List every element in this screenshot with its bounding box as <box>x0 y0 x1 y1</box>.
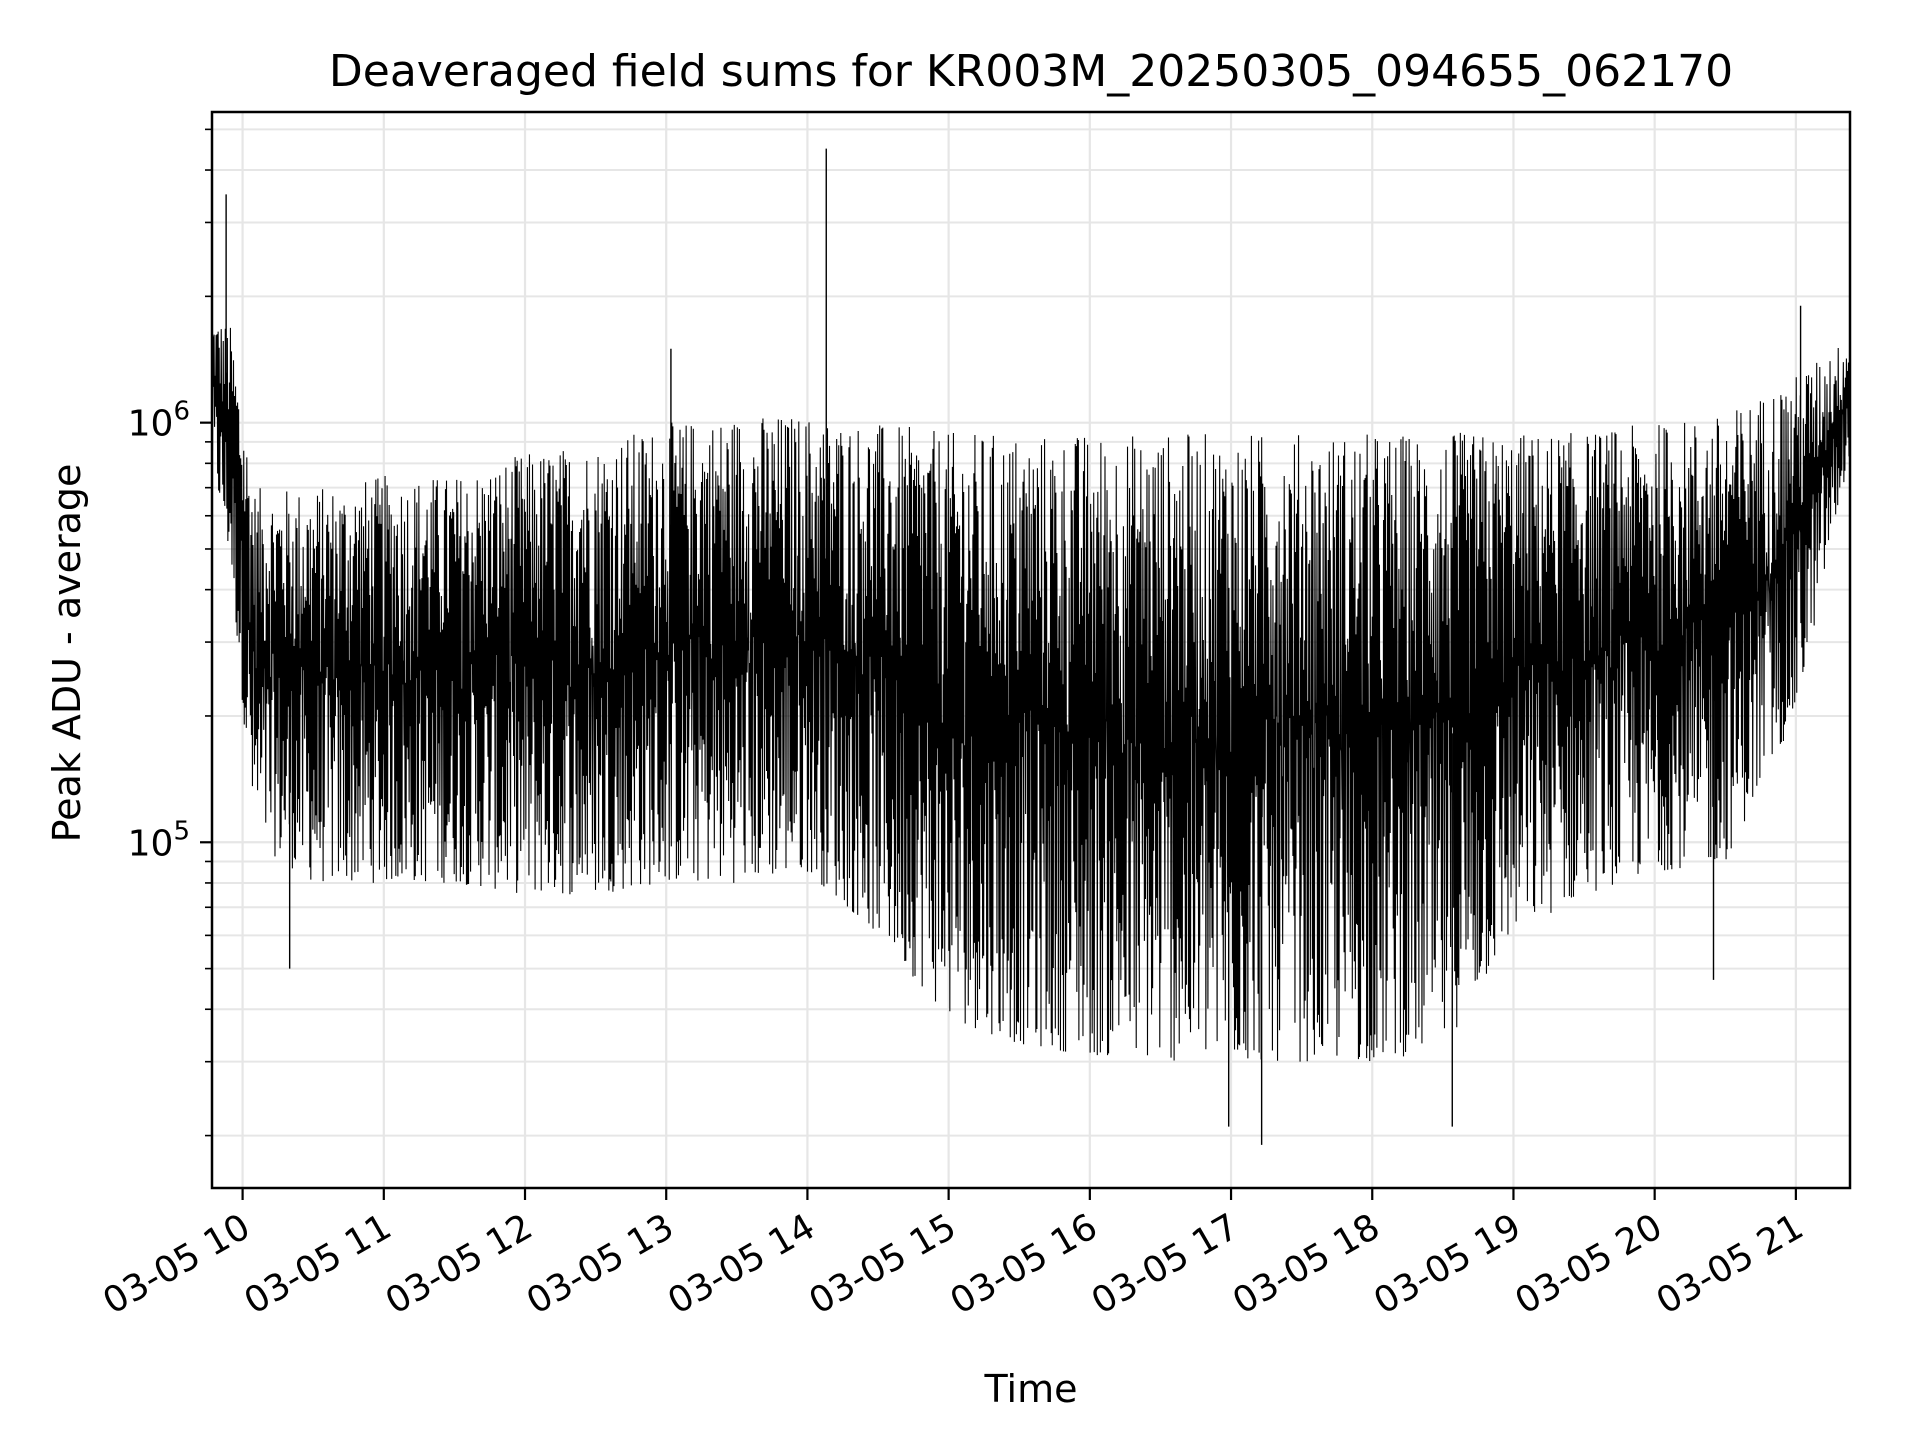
series-line <box>211 327 1851 1062</box>
data-layer <box>211 148 1851 1145</box>
chart-title: Deaveraged field sums for KR003M_2025030… <box>329 46 1733 97</box>
y-tick-label: 106 <box>128 397 190 445</box>
y-tick-exponent: 6 <box>173 397 190 427</box>
y-tick-label: 105 <box>128 816 190 864</box>
y-tick-exponent: 5 <box>173 816 190 846</box>
y-tick-base: 10 <box>128 404 174 445</box>
y-axis-label: Peak ADU - average <box>45 464 89 843</box>
plot-frame <box>210 110 1852 1190</box>
y-tick-base: 10 <box>128 823 174 864</box>
x-axis-label: Time <box>984 1367 1078 1411</box>
